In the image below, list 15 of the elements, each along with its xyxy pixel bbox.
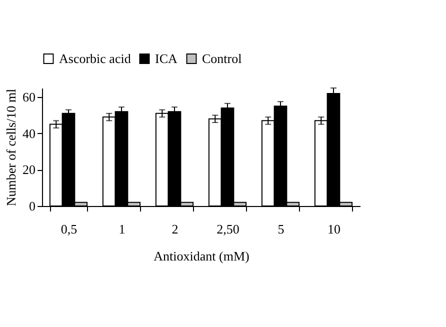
x-tick-label: 1 (118, 222, 126, 236)
x-tick-label: 0,5 (60, 222, 78, 236)
y-tick-label: 0 (29, 198, 36, 214)
x-tick-label: 2,50 (216, 222, 240, 236)
x-tick-label: 5 (278, 222, 284, 236)
x-tick-label: 2 (172, 222, 178, 236)
legend-label: ICA (155, 50, 178, 66)
y-tick-label: 20 (22, 162, 36, 178)
legend-label: Control (202, 50, 242, 66)
y-tick-label: 60 (22, 90, 36, 105)
x-axis-title: Antioxidant (mM) (154, 248, 250, 264)
x-tick-label: 10 (328, 222, 340, 236)
legend-label: Ascorbic acid (59, 50, 132, 66)
y-tick-label: 40 (22, 126, 36, 141)
y-axis-title: Number of cells/10 ml (4, 88, 18, 206)
